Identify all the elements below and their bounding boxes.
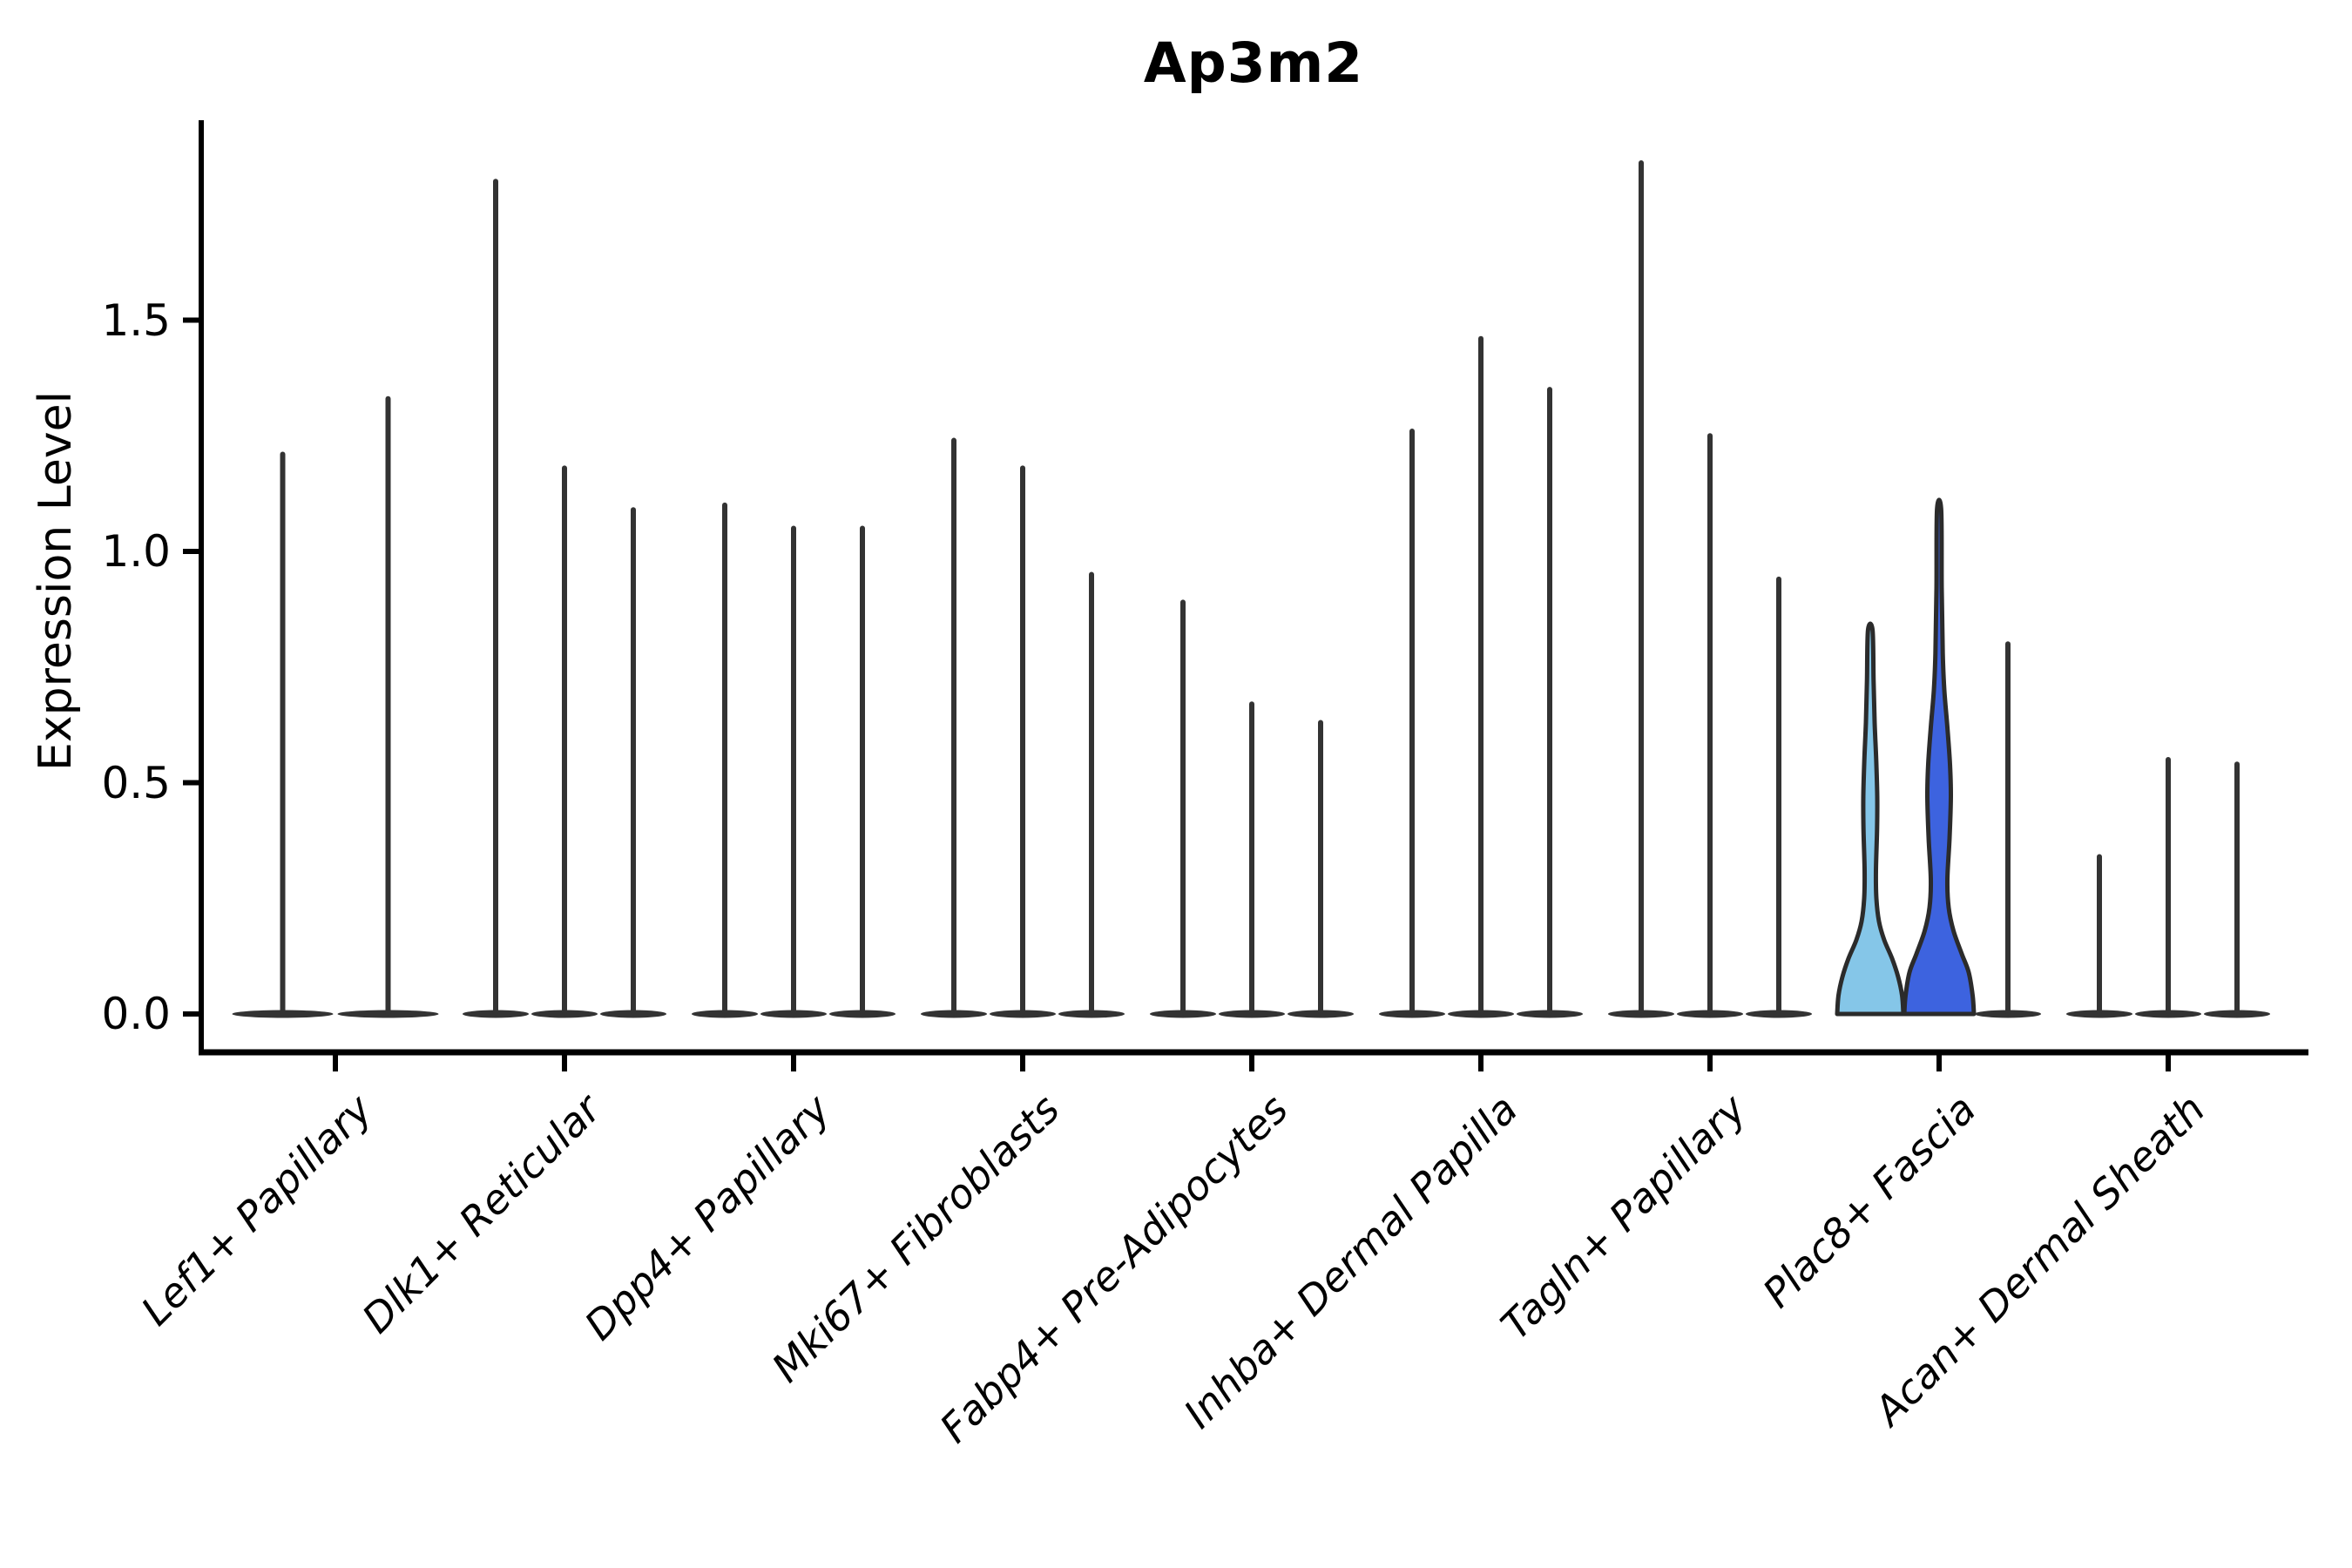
- y-tick-label-0.0: 0.0: [101, 989, 171, 1039]
- chart-title: Ap3m2: [1143, 31, 1364, 95]
- y-tick-label-1.5: 1.5: [101, 294, 171, 346]
- y-tick-label-1.0: 1.0: [101, 526, 171, 577]
- violin-filled: [1835, 621, 1906, 1017]
- y-tick-label-0.5: 0.5: [101, 757, 171, 808]
- y-axis-label: Expression Level: [30, 390, 82, 772]
- violin-filled: [1902, 497, 1977, 1017]
